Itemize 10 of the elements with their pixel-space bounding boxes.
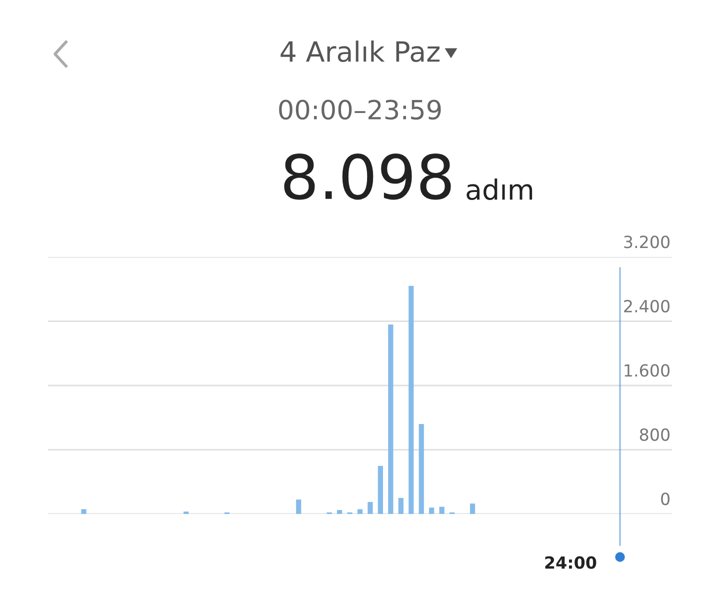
y-tick-label: 0: [661, 492, 670, 506]
chart-title: 4 Aralık Paz: [280, 40, 440, 62]
chart-subtitle: 00:00–23:59: [279, 100, 441, 120]
y-tick-label: 1.600: [624, 364, 670, 377]
y-tick-label: 2.400: [624, 300, 670, 312]
text: 24:00: [545, 556, 596, 569]
y-tick-label: 3.200: [624, 236, 670, 248]
text: 8.098: [284, 154, 451, 200]
text: adım: [466, 178, 532, 200]
y-tick-label: 800: [640, 428, 670, 441]
